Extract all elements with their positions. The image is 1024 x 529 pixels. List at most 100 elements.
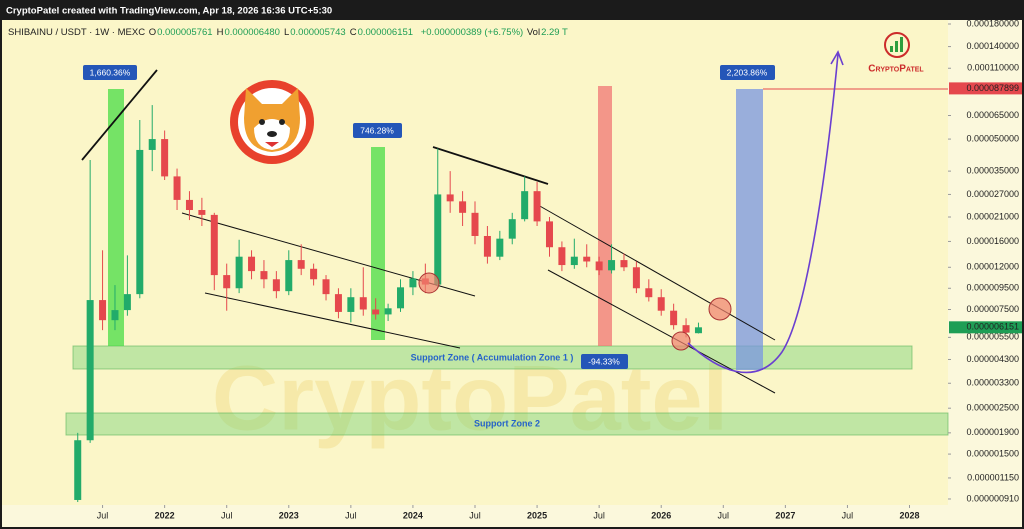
move-box — [371, 147, 385, 340]
ohlc-value: 0.000005761 — [157, 27, 213, 38]
label-box — [720, 65, 775, 80]
candle-body — [657, 297, 665, 311]
ohlc-value: 0.000006151 — [357, 27, 414, 38]
candle-body — [334, 294, 342, 312]
candle-body — [558, 247, 566, 266]
marker-circle — [418, 272, 440, 294]
x-tick-label: 2023 — [279, 510, 299, 520]
candle-body — [694, 327, 702, 334]
x-tick-label: 2024 — [403, 510, 423, 520]
y-tick-label: 0.000050000 — [966, 133, 1019, 143]
ohlc-label: L — [283, 27, 290, 38]
move-label: 746.28% — [360, 125, 394, 135]
candle-body — [632, 267, 640, 289]
y-tick-label: 0.000001150 — [967, 472, 1019, 482]
price-marker-label: 0.000006151 — [966, 322, 1019, 332]
marker-circle — [671, 331, 691, 351]
y-tick-label: 0.000035000 — [966, 165, 1019, 175]
candle-body — [322, 279, 330, 295]
candle-body — [583, 256, 591, 262]
brand-logo: CryptoPatel — [868, 32, 924, 75]
candle-body — [347, 297, 355, 312]
y-tick-label: 0.000110000 — [967, 63, 1019, 73]
price-marker-label: 0.000087899 — [966, 83, 1019, 93]
y-tick-label: 0.000004300 — [966, 354, 1019, 364]
candle-body — [471, 212, 479, 236]
y-tick-label: 0.000005500 — [966, 332, 1019, 342]
y-tick-label: 0.000016000 — [966, 236, 1019, 246]
candle-body — [210, 214, 218, 276]
candle-body — [620, 260, 628, 268]
move-box — [108, 89, 124, 346]
y-tick-label: 0.000003300 — [966, 378, 1019, 388]
candle-body — [310, 268, 318, 280]
y-tick-label: 0.000007500 — [966, 304, 1019, 314]
candle-body — [148, 139, 156, 150]
move-box — [736, 89, 763, 370]
candle-body — [111, 310, 119, 321]
candle-body — [74, 440, 82, 500]
move-label: -94.33% — [588, 356, 620, 366]
ohlc-value: 0.000005743 — [290, 27, 346, 38]
marker-circle — [708, 297, 732, 321]
x-tick-label: Jul — [718, 510, 730, 520]
brand-name: CryptoPatel — [868, 64, 924, 75]
label-box — [353, 123, 402, 138]
candle-body — [397, 287, 405, 309]
y-tick-label: 0.000009500 — [966, 283, 1019, 293]
candle-body — [99, 300, 107, 321]
zone-label: Support Zone ( Accumulation Zone 1 ) — [411, 352, 574, 362]
price-marker — [949, 82, 1022, 95]
move-label: 2,203.86% — [727, 67, 768, 77]
candle-body — [198, 210, 206, 215]
plot-area — [2, 20, 948, 505]
ohlc-label: C — [349, 27, 357, 38]
candle-body — [185, 199, 193, 211]
candle-body — [272, 279, 280, 292]
candle-body — [434, 194, 442, 285]
label-box — [83, 65, 137, 80]
move-label: 1,660.36% — [90, 67, 131, 77]
candle-body — [409, 278, 417, 288]
candle-body — [297, 260, 305, 269]
legend: SHIBAINU / USDT · 1W · MEXC O0.000005761… — [8, 27, 569, 38]
candle-body — [608, 260, 616, 271]
x-tick-label: 2022 — [155, 510, 175, 520]
volume-label: Vol — [526, 27, 541, 38]
projection-arrow — [830, 50, 844, 66]
candle-body — [645, 288, 653, 298]
label-box — [581, 354, 628, 369]
candle-body — [86, 300, 94, 441]
time-axis — [2, 505, 1022, 527]
trend-lines — [81, 69, 776, 394]
y-tick-label: 0.000001500 — [966, 448, 1019, 458]
price-marker — [949, 321, 1022, 334]
y-tick-label: 0.000140000 — [966, 41, 1019, 51]
candle-body — [459, 201, 467, 213]
x-tick-label: 2027 — [775, 510, 795, 520]
candle-body — [235, 256, 243, 289]
x-tick-label: Jul — [469, 510, 481, 520]
candle-body — [123, 294, 131, 311]
candle-body — [384, 308, 392, 315]
support-zone-2 — [65, 412, 949, 436]
y-tick-label: 0.000027000 — [966, 189, 1019, 199]
price-axis — [948, 20, 1022, 505]
ohlc-value: 0.000006480 — [224, 27, 280, 38]
candle-body — [248, 256, 256, 272]
volume-value: 2.29 T — [541, 27, 568, 38]
candle-body — [508, 219, 516, 239]
axes: 0.000180000 0.000140000 0.000110000 0.00006… — [97, 18, 1022, 520]
x-tick-label: 2026 — [651, 510, 671, 520]
candles — [74, 105, 702, 502]
header: CryptoPatel created with TradingView.com… — [6, 6, 332, 17]
x-tick-label: Jul — [842, 510, 854, 520]
candle-body — [570, 256, 578, 266]
ohlc-label: H — [216, 27, 224, 38]
zone-label: Support Zone 2 — [474, 418, 540, 428]
x-tick-label: 2025 — [527, 510, 547, 520]
candle-body — [161, 139, 169, 177]
move-box — [598, 86, 612, 346]
ohlc: O0.000005761 H0.000006480 L0.000005743 C0.0… — [149, 27, 417, 38]
